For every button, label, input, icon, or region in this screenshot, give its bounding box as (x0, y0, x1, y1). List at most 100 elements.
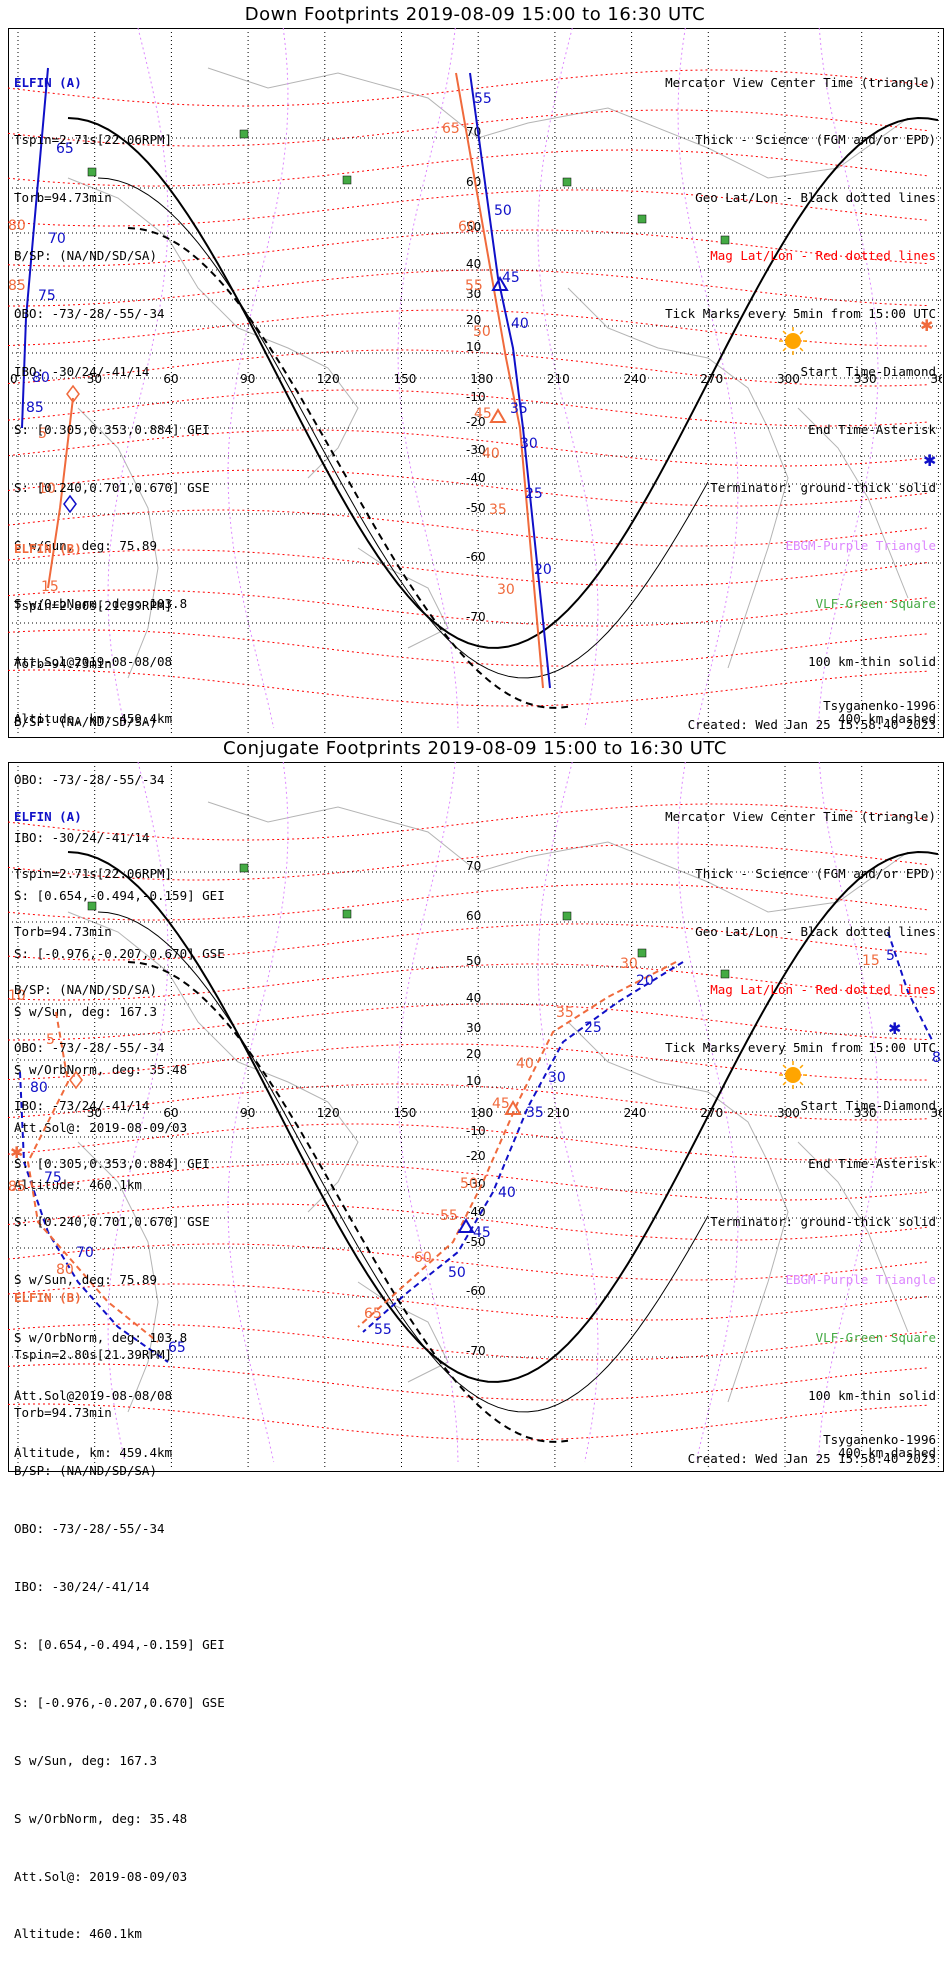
elfin-b-line: S: [-0.976,-0.207,0.670] GSE (14, 945, 225, 961)
mag-latitude-line (8, 843, 929, 881)
elfin-b-time-tick: 50 (473, 324, 491, 340)
elfin-a-line: IBO: -73/24/-41/14 (14, 1098, 150, 1114)
elfin-a-line: S: [0.305,0.353,0.884] GEI (14, 1155, 210, 1171)
elfin-a-line: OBO: -73/-28/-55/-34 (14, 306, 165, 322)
legend-item: EBGM-Purple Triangle (785, 537, 936, 553)
elfin-a-time-tick: 30 (548, 1070, 566, 1086)
elfin-a-line: OBO: -73/-28/-55/-34 (14, 1040, 165, 1056)
mag-latitude-line (8, 349, 929, 387)
elfin-a-time-tick: 25 (525, 486, 543, 502)
legend-item: Terminator: ground-thick solid (710, 479, 936, 495)
sun-ray (799, 347, 804, 352)
longitude-tick-label: 120 (317, 1106, 340, 1120)
vlf-station-marker (342, 909, 352, 919)
center-time-triangle (491, 276, 509, 291)
elfin-a-time-tick: 55 (474, 91, 492, 107)
elfin-a-time-tick: 30 (520, 436, 538, 452)
coastline (207, 67, 909, 179)
map-legend: Mercator View Center Time (triangle) Thi… (665, 768, 936, 1501)
elfin-b-footprint-track-west (47, 397, 74, 589)
elfin-b-line: OBO: -73/-28/-55/-34 (14, 772, 165, 788)
elfin-a-line: Torb=94.73min (14, 190, 112, 206)
mag-latitude-line (8, 629, 929, 667)
mag-longitude-line (227, 762, 289, 1463)
elfin-b-time-tick: 35 (556, 1005, 574, 1021)
created-timestamp: Created: Wed Jan 25 15:58:40 2023 (687, 717, 936, 732)
elfin-b-time-tick: 80 (8, 218, 26, 234)
coastline (567, 1021, 789, 1403)
sun-icon (785, 333, 801, 349)
mag-latitude-line (8, 1403, 929, 1441)
elfin-a-line: Att.Sol@2019-08-08/08 (14, 1387, 173, 1403)
legend-item: 100 km-thin solid (808, 1387, 936, 1403)
mercator-map: 0306090120150180210240270300330360706050… (8, 28, 942, 736)
legend-item: Tick Marks every 5min from 15:00 UTC (665, 306, 936, 322)
longitude-tick-label: 330 (854, 372, 877, 386)
elfin-a-line: B/SP: (NA/ND/SD/SA) (14, 248, 157, 264)
elfin-a-line: S w/Sun, deg: 75.89 (14, 1271, 157, 1287)
longitude-tick-label: 330 (854, 1106, 877, 1120)
sun-ray (782, 1064, 787, 1069)
elfin-a-line: S w/OrbNorm, deg: 103.8 (14, 1329, 188, 1345)
elfin-a-line: B/SP: (NA/ND/SD/SA) (14, 982, 157, 998)
created-timestamp: Created: Wed Jan 25 15:58:40 2023 (687, 1451, 936, 1466)
legend-item: Thick - Science (FGM and/or EPD) (695, 866, 936, 882)
elfin-b-time-tick: 60 (414, 1250, 432, 1266)
latitude-tick-label: 30 (466, 1021, 481, 1035)
elfin-a-footprint-track (469, 72, 551, 689)
model-label: Tsyganenko-1996 (823, 1432, 936, 1447)
legend-item: VLF-Green Square (815, 595, 936, 611)
legend-item: EBGM-Purple Triangle (785, 1271, 936, 1287)
elfin-a-time-tick: 40 (511, 316, 529, 332)
elfin-a-time-tick: 70 (48, 231, 66, 247)
latitude-tick-label: 60 (466, 175, 481, 189)
elfin-b-line: Torb=94.73min (14, 656, 112, 672)
mag-latitude-line (8, 429, 929, 467)
start-time-diamond (63, 494, 77, 514)
vlf-station-marker (342, 175, 352, 185)
elfin-a-header: ELFIN (A) (14, 74, 82, 90)
longitude-tick-label: 300 (777, 1106, 800, 1120)
sun-ray (799, 330, 804, 335)
panel-title: Down Footprints 2019-08-09 15:00 to 16:3… (244, 4, 706, 25)
elfin-b-time-tick: 5 (46, 1032, 55, 1048)
conjugate-footprints-panel: Conjugate Footprints 2019-08-09 15:00 to… (0, 734, 950, 1941)
mag-latitude-line (8, 923, 929, 961)
elfin-a-time-tick: 55 (374, 1322, 392, 1338)
legend-item: 400 km-dashed (838, 711, 936, 727)
sun-ray (799, 1064, 804, 1069)
end-time-asterisk: ✱ (888, 1019, 901, 1038)
longitude-tick-label: 270 (700, 1106, 723, 1120)
elfin-a-time-tick: 5 (886, 948, 895, 964)
elfin-a-time-tick: 50 (494, 203, 512, 219)
latitude-tick-label: -20 (466, 1149, 486, 1163)
elfin-a-time-tick: 20 (636, 973, 654, 989)
mag-latitude-line (8, 1083, 929, 1121)
longitude-tick-label: 240 (624, 372, 647, 386)
longitude-tick-label: 180 (470, 372, 493, 386)
latitude-tick-label: 20 (466, 1047, 481, 1061)
mercator-map: 30 60 90 120 150 180 210 240 270 300 330 360 70 60 50 4… (8, 762, 942, 1470)
coastline (567, 287, 789, 669)
panel-title: Conjugate Footprints 2019-08-09 15:00 to… (223, 738, 727, 759)
elfin-a-line: Tspin=2.71s[22.06RPM] (14, 866, 173, 882)
vlf-station-marker (720, 235, 730, 245)
latitude-tick-label: 60 (466, 909, 481, 923)
elfin-b-line: S: [0.654,-0.494,-0.159] GEI (14, 1636, 225, 1652)
longitude-tick-label: 150 (394, 1106, 417, 1120)
elfin-b-line: Tspin=2.80s[21.39RPM] (14, 1347, 173, 1363)
elfin-a-time-tick: 45 (502, 270, 520, 286)
vlf-station-marker (720, 969, 730, 979)
elfin-a-time-tick: 40 (498, 1185, 516, 1201)
legend-item: Thick - Science (FGM and/or EPD) (695, 132, 936, 148)
latitude-tick-label: 50 (466, 954, 481, 968)
elfin-b-time-tick: 45 (492, 1096, 510, 1112)
end-time-asterisk: ✱ (923, 451, 936, 470)
coastline (357, 547, 449, 649)
elfin-a-info: ELFIN (A) Tspin=2.71s[22.06RPM] Torb=94.… (14, 768, 210, 1501)
elfin-b-time-tick: 35 (489, 502, 507, 518)
elfin-b-time-tick: 10 (38, 481, 56, 497)
longitude-tick-label: 210 (547, 372, 570, 386)
elfin-a-time-tick: 85 (26, 400, 44, 416)
elfin-b-footprint-track (455, 72, 544, 689)
